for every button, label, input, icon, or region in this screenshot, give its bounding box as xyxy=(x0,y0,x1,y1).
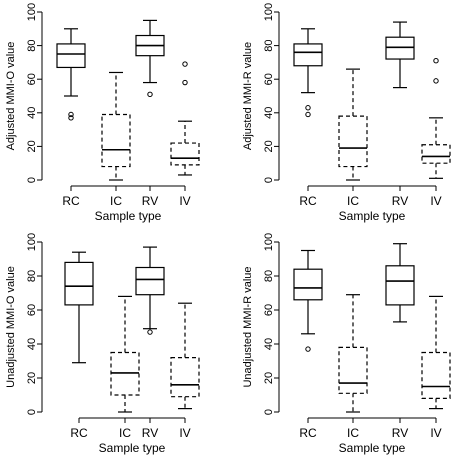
y-tick-label: 20 xyxy=(26,140,38,152)
x-tick-label-ic: IC xyxy=(347,194,359,208)
box-iv xyxy=(170,302,200,410)
y-tick-label: 60 xyxy=(263,73,275,85)
x-tick-label-iv: IV xyxy=(179,194,190,208)
iqr-box xyxy=(338,115,368,168)
box-rv xyxy=(385,243,415,323)
x-tick-label-rv: RV xyxy=(392,426,408,440)
panel-unadjusted-mmi-r: 0 20 40 60 80 100 RC IC RV IV Unadjusted MMI-R val… xyxy=(242,233,451,455)
y-tick-label: 80 xyxy=(263,270,275,282)
y-axis-label: Adjusted MMI-O value xyxy=(5,42,17,151)
box-ic xyxy=(101,71,131,181)
outlier-point xyxy=(305,105,311,111)
panel-adjusted-mmi-o: 0 20 40 60 80 100 RC IC RV IV Adjusted MMI-O value… xyxy=(5,3,200,223)
x-tick-label-rv: RV xyxy=(142,426,158,440)
y-tick-label: 80 xyxy=(26,270,38,282)
y-tick-label: 20 xyxy=(263,372,275,384)
y-tick-label: 60 xyxy=(263,304,275,316)
box-iv xyxy=(170,61,200,176)
box-rc xyxy=(293,28,323,118)
iqr-box xyxy=(135,266,165,296)
iqr-box xyxy=(64,261,94,306)
y-axis-label: Adjusted MMI-R value xyxy=(242,42,254,150)
x-tick-label-rc: RC xyxy=(70,426,88,440)
x-axis-label: Sample type xyxy=(99,441,166,455)
outlier-point xyxy=(68,111,74,118)
outlier-point xyxy=(305,346,311,352)
y-tick-label: 0 xyxy=(263,409,275,415)
y-axis-label: Unadjusted MMI-O value xyxy=(5,266,17,388)
y-tick-label: 100 xyxy=(263,233,275,251)
box-rv xyxy=(135,19,165,98)
box-iv xyxy=(421,295,451,410)
y-axis-label: Unadjusted MMI-R value xyxy=(242,266,254,387)
box-rc xyxy=(64,251,94,364)
y-tick-label: 60 xyxy=(26,73,38,85)
x-tick-label-rc: RC xyxy=(299,426,317,440)
outlier-point xyxy=(305,111,311,118)
x-axis-label: Sample type xyxy=(339,209,406,223)
x-tick-label-ic: IC xyxy=(119,426,131,440)
y-tick-label: 80 xyxy=(263,39,275,51)
iqr-box xyxy=(385,265,415,306)
y-tick-label: 0 xyxy=(26,409,38,415)
y-tick-label: 40 xyxy=(263,107,275,119)
y-tick-label: 0 xyxy=(263,177,275,183)
y-tick-label: 0 xyxy=(26,177,38,183)
y-tick-label: 20 xyxy=(26,372,38,384)
box-rc xyxy=(56,28,86,121)
iqr-box xyxy=(170,142,200,166)
x-tick-label-rc: RC xyxy=(299,194,317,208)
x-tick-label-rc: RC xyxy=(62,194,80,208)
outlier-point xyxy=(433,58,439,64)
outlier-point xyxy=(182,61,188,67)
iqr-box xyxy=(293,268,323,301)
iqr-box xyxy=(101,113,131,168)
box-rv xyxy=(385,21,415,89)
outlier-point xyxy=(433,78,439,84)
outlier-point xyxy=(68,115,74,121)
x-tick-label-iv: IV xyxy=(179,426,190,440)
y-tick-label: 100 xyxy=(26,233,38,251)
box-ic xyxy=(338,68,368,181)
outlier-point xyxy=(147,329,153,335)
x-tick-label-ic: IC xyxy=(347,426,359,440)
x-tick-label-rv: RV xyxy=(392,194,408,208)
iqr-box xyxy=(170,357,200,398)
y-tick-label: 40 xyxy=(26,107,38,119)
iqr-box xyxy=(421,351,451,400)
x-tick-label-rv: RV xyxy=(142,194,158,208)
y-tick-label: 60 xyxy=(26,304,38,316)
box-rv xyxy=(135,246,165,335)
panel-unadjusted-mmi-o: 0 20 40 60 80 100 RC IC RV IV Unadjusted MMI-O val… xyxy=(5,233,200,455)
iqr-box xyxy=(56,43,86,69)
iqr-box xyxy=(385,36,415,60)
panel-adjusted-mmi-r: 0 20 40 60 80 100 RC IC RV IV Adjusted MMI-R value… xyxy=(242,3,451,223)
y-tick-label: 100 xyxy=(263,3,275,21)
outlier-point xyxy=(147,91,153,98)
x-tick-label-ic: IC xyxy=(110,194,122,208)
y-tick-label: 40 xyxy=(263,338,275,350)
y-tick-label: 80 xyxy=(26,39,38,51)
box-rc xyxy=(293,249,323,352)
x-tick-label-iv: IV xyxy=(430,426,441,440)
box-ic xyxy=(110,295,140,413)
outlier-point xyxy=(182,79,188,86)
box-iv xyxy=(421,58,451,179)
iqr-box xyxy=(110,351,140,396)
iqr-box xyxy=(421,144,451,164)
iqr-box xyxy=(338,346,368,394)
iqr-box xyxy=(293,43,323,67)
x-axis-label: Sample type xyxy=(95,209,162,223)
y-tick-label: 40 xyxy=(26,338,38,350)
box-ic xyxy=(338,294,368,413)
y-tick-label: 100 xyxy=(26,3,38,21)
x-tick-label-iv: IV xyxy=(430,194,441,208)
y-tick-label: 20 xyxy=(263,140,275,152)
x-axis-label: Sample type xyxy=(339,441,406,455)
